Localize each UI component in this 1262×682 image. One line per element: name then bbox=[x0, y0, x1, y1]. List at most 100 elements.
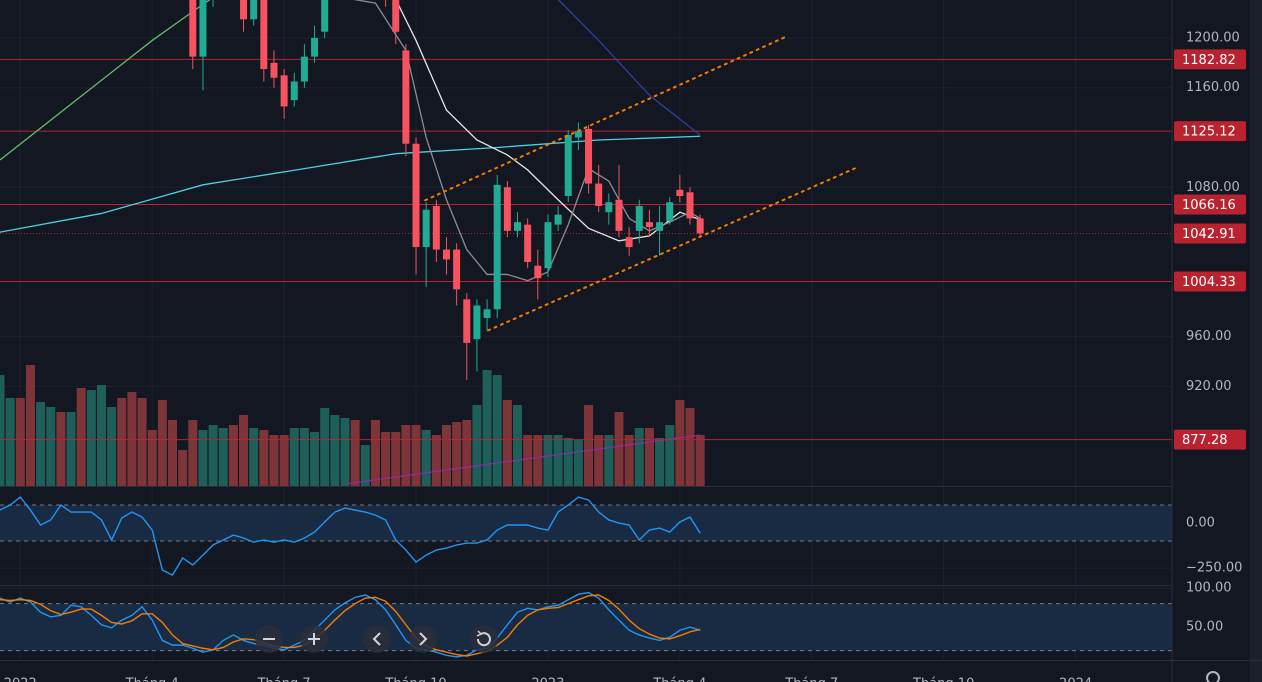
volume-bar bbox=[350, 420, 360, 486]
y-tick-label: 50.00 bbox=[1186, 620, 1223, 635]
price-level-label: 1066.16 bbox=[1182, 198, 1236, 213]
volume-bar bbox=[198, 430, 208, 486]
candle-body bbox=[189, 0, 197, 57]
price-level-box bbox=[1174, 194, 1246, 215]
reset-button[interactable] bbox=[470, 625, 498, 653]
volume-bar bbox=[15, 398, 25, 486]
candle-body bbox=[270, 62, 278, 78]
candle-body bbox=[625, 237, 633, 248]
candle-body bbox=[645, 222, 653, 228]
price-level-box bbox=[1174, 271, 1246, 292]
x-tick-label: Tháng 4 bbox=[125, 677, 179, 682]
candle-body bbox=[696, 218, 704, 234]
candle-body bbox=[432, 205, 440, 250]
volume-bar bbox=[0, 375, 5, 486]
candle-body bbox=[524, 224, 532, 262]
volume-bar bbox=[502, 400, 512, 486]
volume-ma-line bbox=[344, 434, 701, 485]
price-level-label: 1125.12 bbox=[1182, 125, 1236, 140]
volume-bar bbox=[168, 420, 178, 486]
volume-bar bbox=[269, 435, 279, 486]
scroll-right-button[interactable] bbox=[409, 625, 437, 653]
scroll-left-button[interactable] bbox=[363, 625, 391, 653]
volume-bar bbox=[533, 435, 543, 486]
current-price-box bbox=[1174, 223, 1246, 244]
volume-bar bbox=[421, 430, 431, 486]
volume-bar bbox=[46, 407, 56, 486]
moving-average-line bbox=[0, 135, 701, 233]
candle-body bbox=[463, 299, 471, 343]
oscillator-pane bbox=[0, 496, 1172, 577]
y-tick-label: 0.00 bbox=[1186, 516, 1215, 531]
volume-bar bbox=[107, 407, 117, 486]
volume-bar bbox=[127, 392, 137, 486]
volume-bar bbox=[523, 435, 533, 486]
band-fill bbox=[0, 603, 1172, 651]
volume-bar bbox=[441, 425, 451, 486]
candle-body bbox=[300, 56, 308, 82]
zoom-out-button[interactable] bbox=[255, 625, 283, 653]
candle-body bbox=[280, 75, 288, 107]
volume-bar bbox=[25, 365, 35, 486]
volume-bar bbox=[259, 430, 269, 486]
volume-bar bbox=[634, 428, 644, 486]
candle-body bbox=[564, 135, 572, 197]
volume-bar bbox=[117, 398, 127, 486]
candle-body bbox=[402, 50, 410, 144]
volume-bar bbox=[472, 405, 482, 486]
volume-bar bbox=[36, 402, 46, 486]
candle-body bbox=[666, 202, 674, 221]
volume-bar bbox=[96, 385, 106, 486]
candle-body bbox=[199, 0, 207, 57]
volume-bar bbox=[573, 440, 583, 486]
volume-bar bbox=[137, 398, 147, 486]
candle-body bbox=[240, 0, 248, 20]
x-tick-label: Tháng 7 bbox=[257, 677, 311, 682]
price-level-box bbox=[1174, 429, 1246, 450]
y-tick-label: 920.00 bbox=[1186, 379, 1232, 394]
side-strip bbox=[1250, 0, 1262, 682]
volume-bar bbox=[340, 418, 350, 486]
candle-body bbox=[392, 0, 400, 32]
volume-bar bbox=[675, 400, 685, 486]
candle-body bbox=[585, 128, 593, 184]
volume-bar bbox=[239, 415, 249, 486]
volume-bar bbox=[482, 370, 492, 486]
candle-body bbox=[574, 131, 582, 138]
candle-body bbox=[635, 205, 643, 231]
price-level-label: 1182.82 bbox=[1182, 53, 1236, 68]
candle-body bbox=[554, 214, 562, 225]
volume-bar bbox=[249, 428, 259, 486]
volume-bar bbox=[695, 435, 705, 486]
candle-body bbox=[686, 192, 694, 219]
candle-body bbox=[605, 202, 613, 213]
volume-bar bbox=[56, 412, 66, 486]
zoom-in-button[interactable] bbox=[300, 625, 328, 653]
y-tick-label: −250.00 bbox=[1186, 561, 1242, 576]
volume-bar bbox=[289, 428, 299, 486]
candle-body bbox=[422, 209, 430, 248]
candle-body bbox=[260, 0, 268, 70]
volume-bar bbox=[5, 398, 15, 486]
volume-bar bbox=[279, 435, 289, 486]
candle-body bbox=[483, 309, 491, 318]
y-tick-label: 1200.00 bbox=[1186, 30, 1240, 45]
candle-body bbox=[656, 222, 664, 231]
volume-bar bbox=[299, 428, 309, 486]
volume-bar bbox=[563, 438, 573, 486]
volume-bar bbox=[228, 425, 238, 486]
settings-button[interactable] bbox=[1206, 671, 1220, 682]
indicator-line bbox=[0, 496, 701, 577]
volume-bar bbox=[553, 435, 563, 486]
candle-body bbox=[534, 265, 542, 279]
candle-body bbox=[514, 222, 522, 231]
x-tick-label: 2024 bbox=[1059, 677, 1092, 682]
candle-body bbox=[493, 184, 501, 310]
volume-bar bbox=[492, 375, 502, 486]
stochastic-pane bbox=[0, 591, 1172, 658]
candle-body bbox=[595, 183, 603, 206]
volume-bar bbox=[360, 445, 370, 486]
volume-bar bbox=[188, 420, 198, 486]
volume-bar bbox=[614, 412, 624, 486]
